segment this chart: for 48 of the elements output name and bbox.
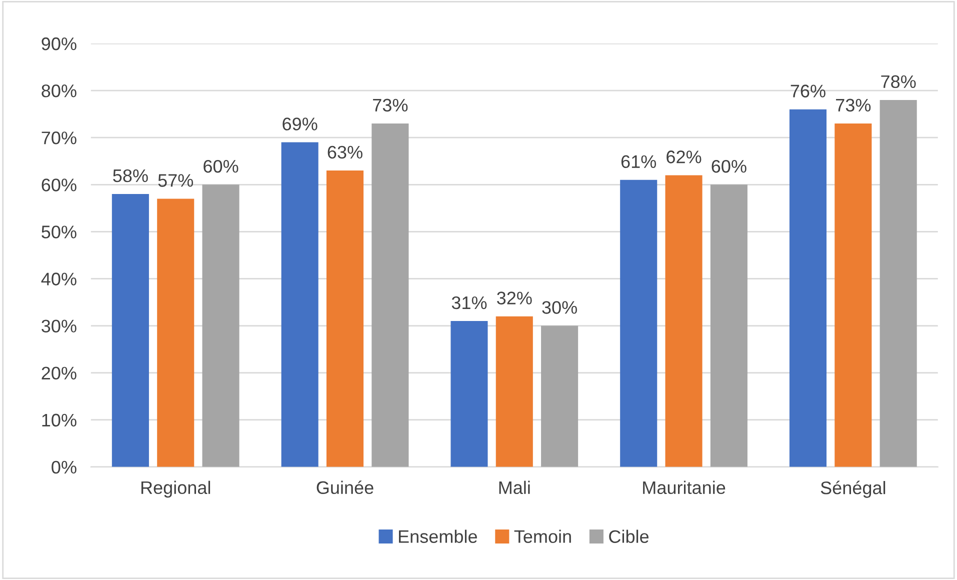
bar [880,100,917,467]
data-label: 57% [158,174,194,187]
legend-label: Cible [609,530,649,543]
y-tick-label: 10% [42,414,76,427]
y-tick-label: 60% [42,178,76,192]
bar [620,180,658,467]
data-label: 63% [328,146,362,159]
y-tick-label: 30% [42,320,76,332]
data-label: 73% [373,98,408,112]
bar [665,175,702,467]
data-label: 58% [113,169,148,182]
data-label: 60% [712,160,746,173]
bar [326,170,364,467]
bar [372,123,409,467]
y-tick-label: 40% [41,272,76,286]
y-tick-label: 80% [42,84,76,98]
x-tick-label: Regional [141,480,210,498]
bar [281,142,318,467]
bar [496,316,533,467]
data-label: 76% [790,84,826,98]
bar [450,321,488,467]
bar [541,326,578,467]
y-tick-label: 0% [52,460,76,474]
data-label: 61% [621,155,656,168]
x-tick-label: Mali [499,480,530,494]
bar [202,184,240,467]
bar [112,194,149,467]
x-tick-label: Guinée [316,480,374,494]
data-label: 62% [666,150,702,164]
y-tick-label: 90% [42,37,76,50]
data-label: 30% [542,301,577,314]
data-label: 60% [204,160,238,173]
legend-label: Temoin [514,530,571,543]
data-label: 32% [497,292,532,304]
data-label: 78% [881,75,916,88]
x-tick-label: Sénégal [820,480,886,498]
data-label: 73% [836,98,871,112]
bar [157,198,194,467]
y-tick-label: 50% [42,226,76,238]
bar [834,123,872,467]
data-label: 69% [282,118,318,130]
y-tick-label: 20% [42,366,76,380]
x-tick-label: Mauritanie [643,480,726,494]
data-label: 31% [452,296,487,310]
bar [789,109,827,467]
legend-label: Ensemble [398,530,477,543]
bar [710,184,748,467]
y-tick-label: 70% [42,132,76,144]
